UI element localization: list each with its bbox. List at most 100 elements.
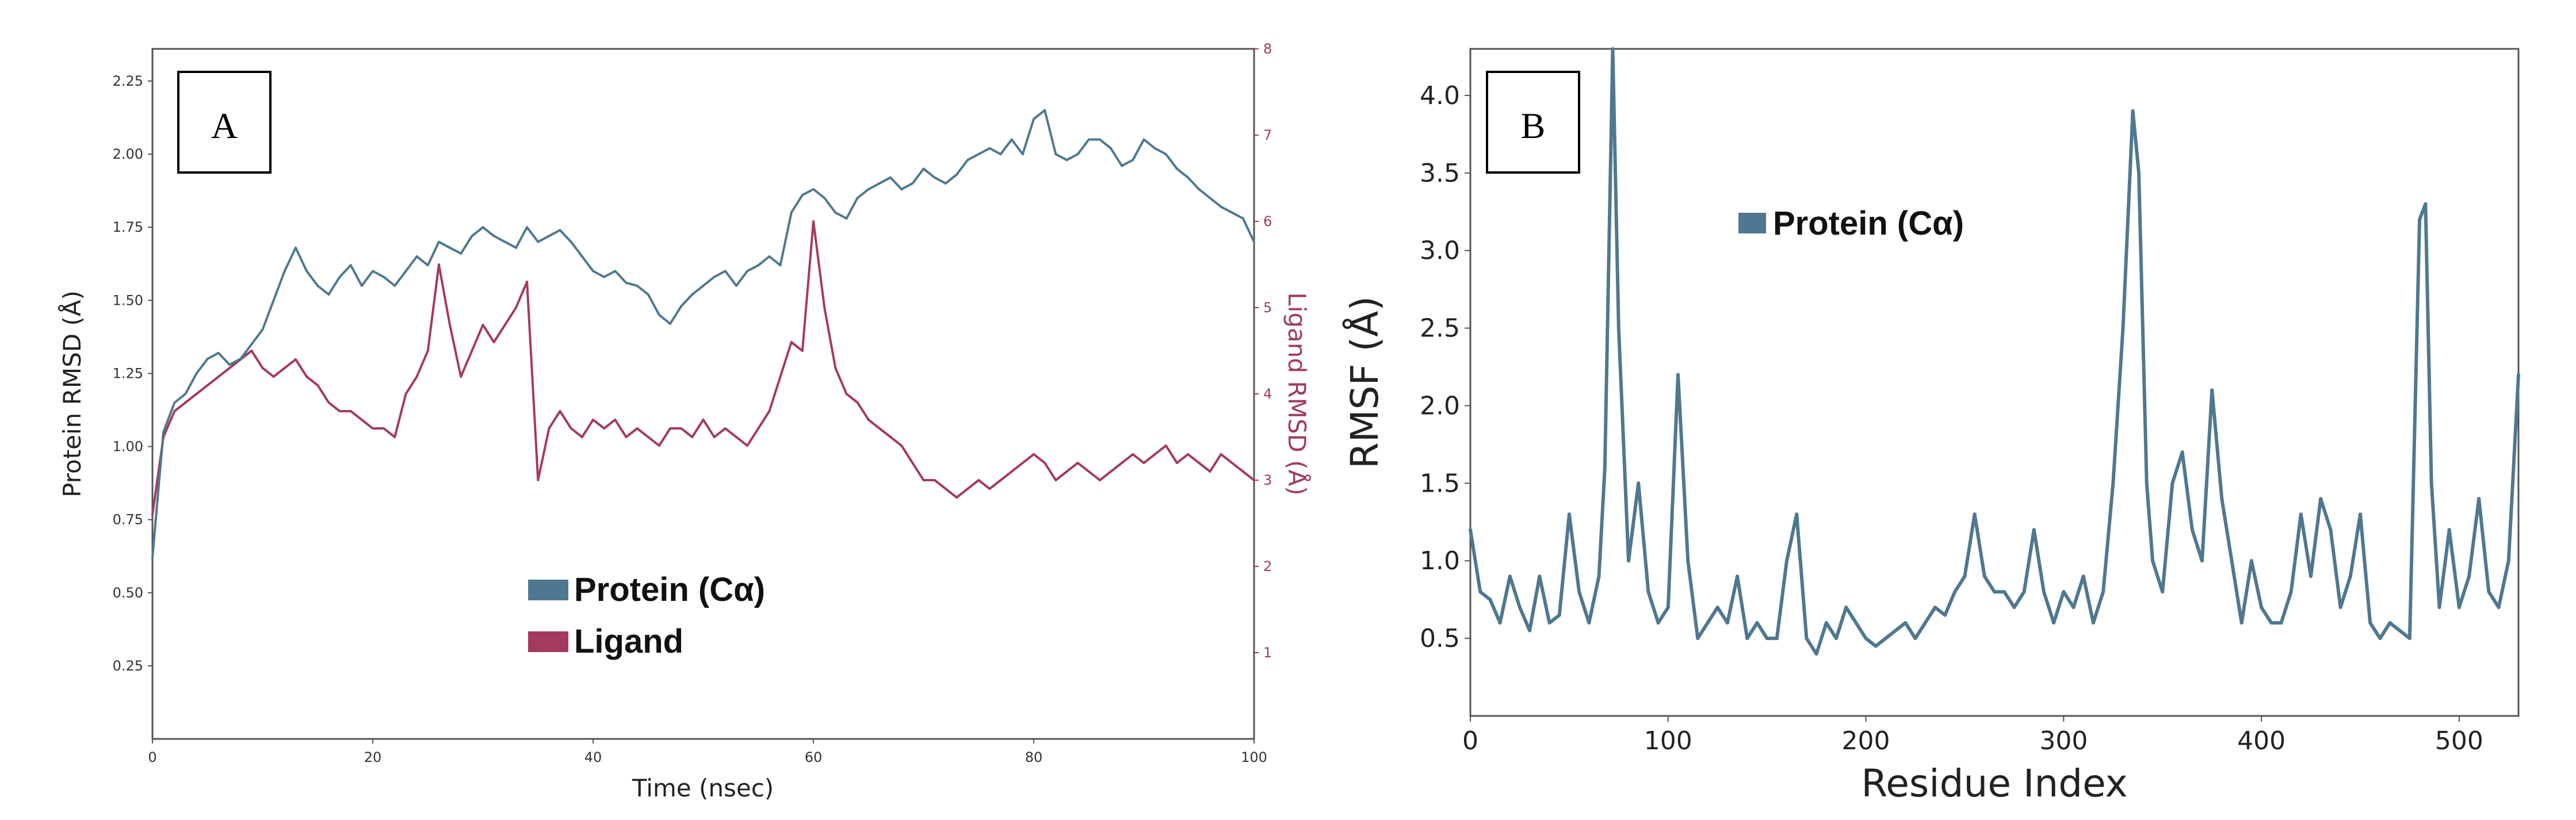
panel-a-y-tick-label: 0.50 — [113, 585, 143, 601]
panel-b-protein-point — [1785, 559, 1789, 563]
panel-a-protein-point — [338, 275, 341, 278]
panel-b-protein-point — [1706, 621, 1710, 625]
panel-b-protein-point — [2012, 606, 2016, 610]
panel-a-ligand-point — [856, 401, 859, 404]
panel-b-protein-point — [1696, 637, 1700, 641]
panel-a-protein-point — [1198, 188, 1201, 191]
panel-a-protein-point — [481, 226, 484, 229]
panel-b-protein-point — [2418, 217, 2422, 221]
panel-b-x-tick-label: 0 — [1462, 726, 1478, 756]
panel-b-y-tick-label: 0.5 — [1420, 624, 1460, 653]
panel-a-protein-point — [1110, 147, 1113, 150]
panel-b-plot-frame — [1469, 48, 2520, 717]
panel-b-protein-point — [1894, 629, 1898, 633]
panel-a-ligand-point — [1087, 470, 1090, 473]
panel-a-x-tick-label: 20 — [364, 749, 382, 765]
panel-b-protein-point — [1795, 512, 1799, 516]
panel-b-protein-point — [1478, 590, 1482, 594]
panel-a-ligand-point — [548, 427, 551, 430]
panel-b-protein-point — [1587, 621, 1591, 625]
panel-a-x-tick-label: 40 — [584, 749, 602, 765]
panel-b-protein-point — [2022, 590, 2026, 594]
panel-a-y2-tick-label: 4 — [1263, 386, 1272, 402]
panel-b-protein-point — [1646, 590, 1650, 594]
panel-a-x-tick-label: 80 — [1025, 749, 1043, 765]
panel-a-ligand-point — [702, 419, 705, 421]
panel-a-protein-point — [1164, 153, 1167, 156]
panel-b-protein-point — [1577, 590, 1581, 594]
panel-b-protein-point — [2447, 528, 2451, 532]
panel-a-ligand-point — [206, 384, 209, 386]
panel-a-ligand-point — [867, 419, 870, 421]
panel-a-protein-point — [669, 322, 672, 325]
panel-a-ligand-point — [713, 436, 716, 438]
panel-b-protein-point — [1469, 528, 1472, 532]
panel-a-ligand-point — [922, 479, 925, 481]
panel-b-x-tick-label: 100 — [1644, 726, 1692, 756]
panel-a-ligand-point — [514, 306, 517, 309]
panel-a-protein-point — [239, 357, 242, 360]
panel-a-ligand-point — [889, 436, 892, 438]
panel-b-protein-point — [2249, 559, 2253, 563]
panel-a-ligand-point — [1121, 462, 1123, 464]
panel-a-y-tick-label: 2.25 — [113, 73, 143, 89]
panel-a-protein-point — [1230, 211, 1233, 214]
panel-a-protein-point — [404, 270, 407, 273]
panel-a-ligand-point — [1142, 462, 1145, 464]
panel-b-protein-point — [2180, 450, 2184, 454]
panel-a-plot-frame — [151, 48, 1255, 740]
panel-b-protein-point — [2170, 481, 2174, 485]
panel-a-protein-point — [1253, 240, 1255, 243]
panel-a-ligand-point — [823, 306, 826, 309]
panel-b-protein-point — [2437, 606, 2441, 610]
panel-a-ligand-point — [1065, 470, 1068, 473]
panel-a-ligand-point — [977, 479, 980, 481]
panel-a-protein-point — [592, 270, 594, 273]
panel-b-protein-point — [1557, 613, 1561, 617]
panel-a-protein-point — [735, 284, 737, 287]
panel-a-protein-point — [900, 188, 903, 191]
panel-a-legend-swatch-protein — [528, 580, 568, 600]
panel-b-y-tick-label: 2.0 — [1420, 391, 1460, 420]
panel-b-protein-point — [2131, 109, 2135, 113]
panel-b-label: B — [1521, 105, 1546, 146]
panel-b-protein-point — [2407, 637, 2411, 641]
panel-a-protein-point — [1121, 164, 1123, 167]
panel-a-ligand-point — [492, 341, 495, 343]
panel-a-y2-tick-label: 5 — [1263, 300, 1272, 316]
panel-b-protein-point — [2151, 559, 2155, 563]
panel-a-protein-series-line — [151, 109, 1255, 558]
panel-a-protein-point — [272, 299, 275, 302]
panel-a-x-tick-label: 0 — [148, 749, 156, 765]
panel-a-ligand-point — [360, 419, 363, 421]
panel-a-protein-point — [372, 270, 374, 273]
panel-a-protein-point — [680, 305, 683, 308]
panel-a-protein-point — [911, 182, 914, 185]
panel-a-ligand-point — [415, 375, 418, 378]
panel-a-protein-point — [1175, 167, 1178, 170]
panel-a-protein-point — [845, 217, 848, 220]
panel-a-protein-point — [647, 293, 649, 296]
panel-a-ligand-point — [955, 496, 958, 499]
panel-a-ligand-point — [1209, 470, 1211, 473]
panel-a-protein-point — [327, 293, 330, 296]
panel-a-ligand-point — [471, 350, 473, 352]
panel-b-protein-point — [2190, 528, 2194, 532]
panel-b-protein-point — [1805, 637, 1809, 641]
panel-b-y-tick-label: 3.5 — [1420, 159, 1460, 188]
panel-b-protein-point — [1498, 621, 1502, 625]
panel-b-protein-point — [2477, 497, 2481, 501]
panel-a-ligand-point — [250, 350, 253, 352]
panel-a-protein-point — [790, 211, 793, 214]
panel-a-ligand-point — [592, 419, 594, 421]
panel-b-x-tick-label: 400 — [2237, 726, 2285, 756]
panel-b-protein-point — [2279, 621, 2283, 625]
panel-b-y-axis-ticks: 0.5 1.0 1.5 2.0 2.5 3.0 3.5 4.0 — [1420, 81, 1470, 653]
panel-a-protein-point — [559, 229, 561, 232]
panel-a-ligand-point — [647, 436, 649, 438]
panel-a-ligand-point — [1164, 445, 1167, 447]
panel-a-protein-point — [1033, 118, 1035, 121]
panel-b-protein-point — [1854, 621, 1858, 625]
panel-b-protein-point — [2269, 621, 2273, 625]
panel-a-y-tick-label: 0.25 — [113, 658, 143, 674]
